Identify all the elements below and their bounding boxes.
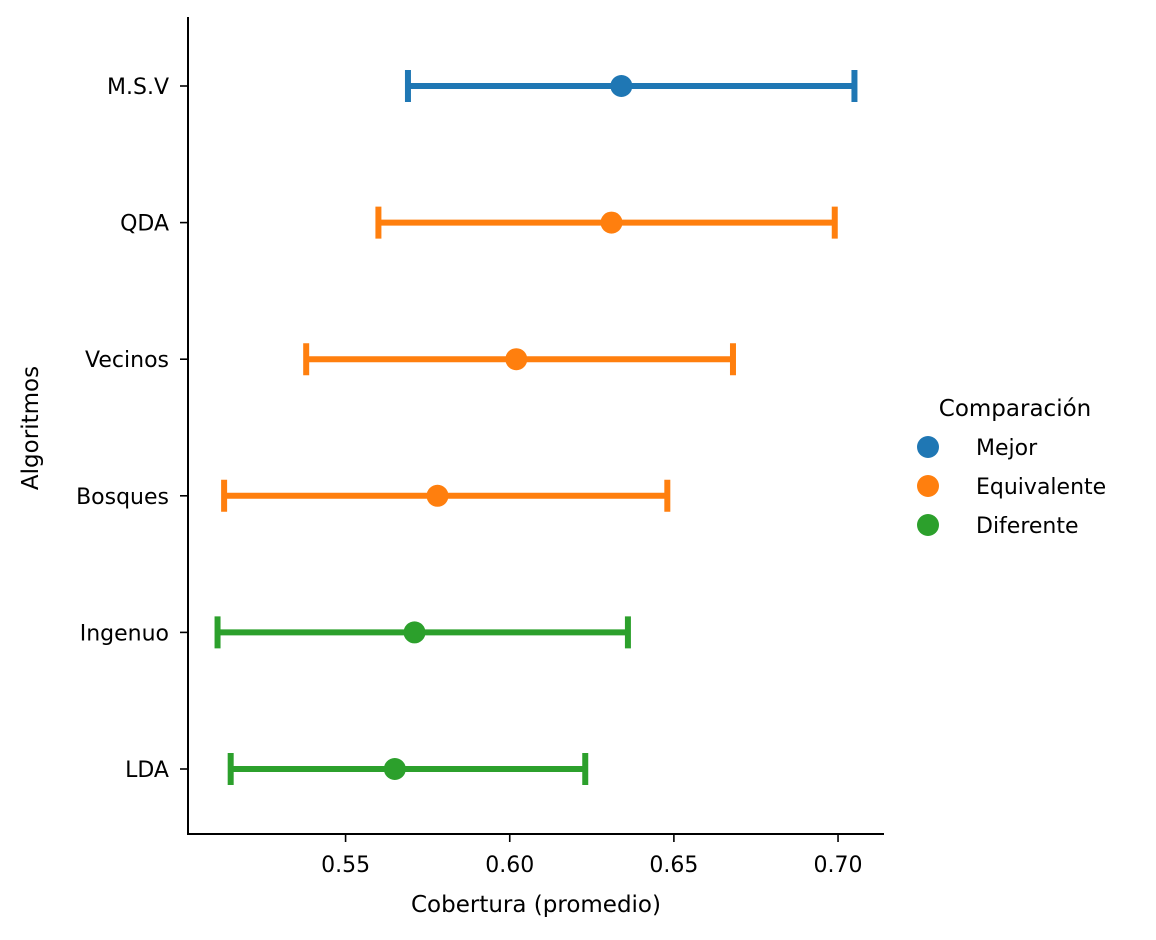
y-tick-label: Bosques: [76, 485, 169, 510]
x-tick-label: 0.60: [485, 853, 534, 878]
legend-title: Comparación: [939, 396, 1091, 422]
y-tick-label: M.S.V: [107, 75, 169, 100]
x-tick-label: 0.55: [321, 853, 370, 878]
legend-label: Diferente: [976, 514, 1079, 539]
x-tick-label: 0.70: [814, 853, 863, 878]
x-tick-group: 0.55 0.60 0.65 0.70: [321, 834, 863, 878]
legend-label: Mejor: [976, 436, 1038, 461]
mean-point: [383, 758, 406, 780]
y-tick-label: QDA: [120, 212, 169, 237]
x-tick-label: 0.65: [649, 853, 698, 878]
legend-label: Equivalente: [976, 475, 1106, 500]
mean-point: [600, 211, 623, 234]
y-tick-group: M.S.V QDA Vecinos Bosques Ingenuo LDA: [76, 75, 188, 783]
y-tick-label: Ingenuo: [80, 621, 169, 646]
data-marks: [214, 70, 858, 785]
mean-point: [403, 621, 426, 644]
y-axis-label: Algoritmos: [18, 366, 44, 490]
y-tick-label: LDA: [125, 758, 169, 783]
legend: Comparación Mejor Equivalente Diferente: [917, 396, 1106, 539]
y-tick-label: Vecinos: [85, 348, 169, 373]
legend-marker: [917, 514, 939, 536]
mean-point: [426, 484, 449, 507]
legend-entries: Mejor Equivalente Diferente: [917, 436, 1106, 539]
legend-marker: [917, 475, 939, 497]
x-axis-label: Cobertura (promedio): [411, 892, 661, 918]
legend-marker: [917, 436, 939, 458]
mean-point: [610, 75, 633, 97]
mean-point: [505, 348, 528, 371]
